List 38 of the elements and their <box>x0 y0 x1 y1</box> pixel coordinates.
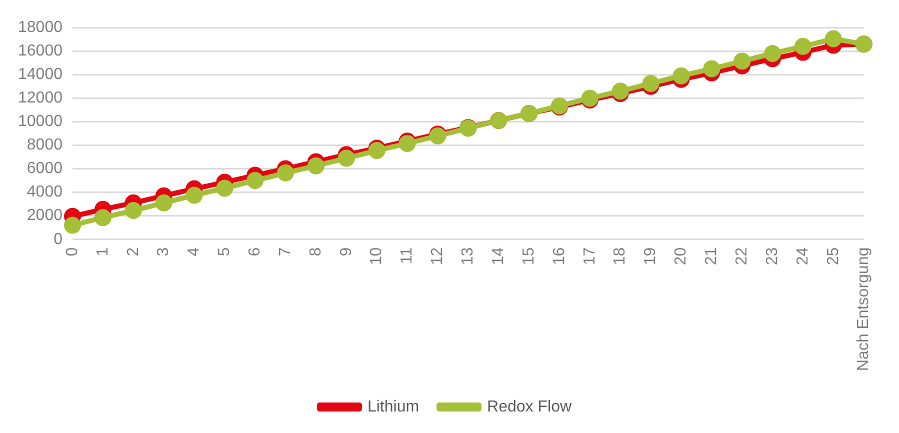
x-tick-label: 5 <box>216 247 234 256</box>
x-tick-label: 1 <box>94 247 112 256</box>
legend-label: Lithium <box>367 398 420 416</box>
x-tick-label: 14 <box>490 247 507 266</box>
x-tick-label: 10 <box>368 247 386 266</box>
y-tick-label: 16000 <box>18 42 63 60</box>
y-tick-label: 2000 <box>26 207 63 224</box>
x-tick-label: 16 <box>550 247 568 266</box>
x-tick-label: 23 <box>764 247 781 266</box>
y-tick-label: 10000 <box>18 113 63 130</box>
y-tick-label: 4000 <box>26 184 63 201</box>
x-tick-label: 17 <box>581 247 598 266</box>
y-tick-label: 6000 <box>26 160 63 178</box>
legend-label: Redox Flow <box>487 398 572 416</box>
y-tick-label: 18000 <box>18 19 63 36</box>
y-tick-label: 12000 <box>18 90 63 107</box>
x-tick-label: 25 <box>824 247 842 266</box>
x-tick-label: 18 <box>612 247 629 266</box>
y-tick-label: 8000 <box>26 136 63 154</box>
y-tick-label: 14000 <box>18 66 63 84</box>
x-tick-label: 20 <box>672 247 690 266</box>
x-tick-label: 12 <box>429 247 446 266</box>
x-tick-label: 3 <box>155 247 172 256</box>
x-tick-label: 22 <box>733 247 750 266</box>
x-tick-label: 7 <box>276 247 294 256</box>
x-tick-label: 19 <box>642 247 660 266</box>
x-tick-label: 21 <box>703 247 720 266</box>
x-tick-label: 24 <box>794 247 812 266</box>
x-tick-label: 6 <box>246 247 264 256</box>
x-tick-label: 4 <box>186 247 203 256</box>
x-tick-label: 8 <box>307 247 324 256</box>
x-tick-label: Nach Entsorgung <box>855 247 872 372</box>
x-tick-label: 0 <box>64 247 81 256</box>
x-tick-label: 15 <box>520 247 538 266</box>
x-tick-label: 11 <box>398 247 416 264</box>
x-tick-label: 9 <box>338 247 355 256</box>
x-tick-label: 2 <box>124 247 142 256</box>
x-tick-label: 13 <box>460 247 477 266</box>
